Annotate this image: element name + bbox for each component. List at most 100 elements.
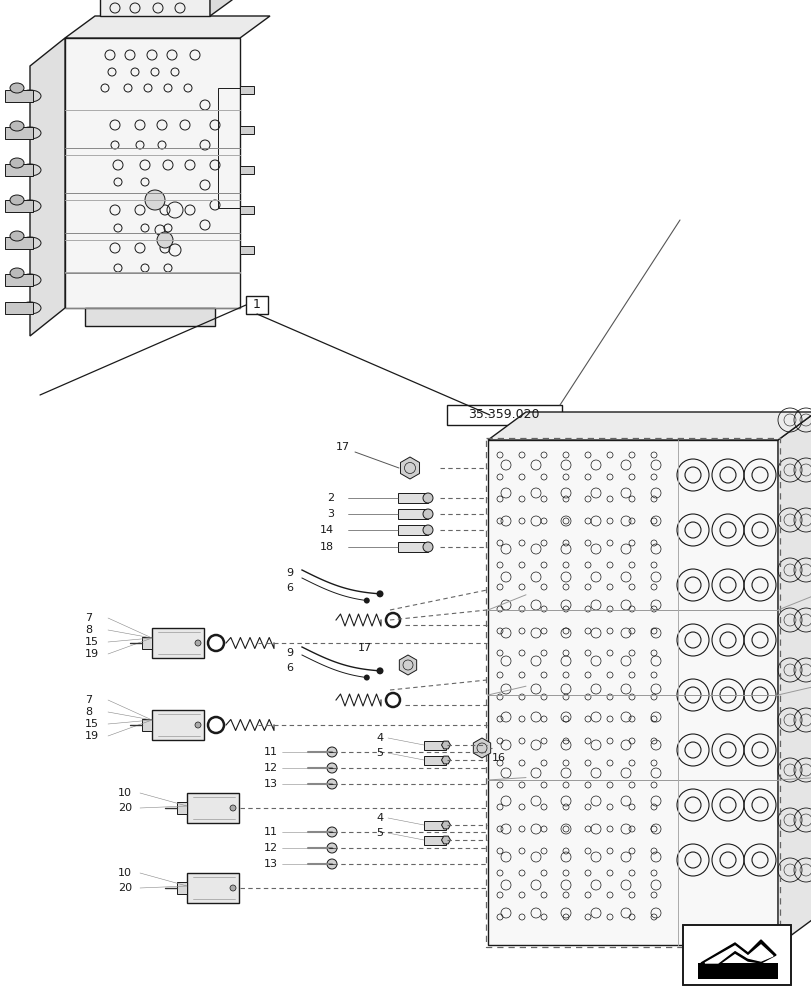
Bar bbox=[65, 38, 240, 308]
Text: 12: 12 bbox=[264, 843, 277, 853]
Text: 13: 13 bbox=[264, 779, 277, 789]
Ellipse shape bbox=[19, 237, 41, 249]
Polygon shape bbox=[473, 738, 490, 758]
Bar bbox=[240, 206, 254, 214]
Bar bbox=[682, 925, 790, 985]
Bar bbox=[142, 719, 152, 731]
Bar bbox=[217, 88, 240, 208]
Polygon shape bbox=[441, 756, 450, 764]
Text: 10: 10 bbox=[118, 788, 132, 798]
Bar bbox=[240, 126, 254, 134]
Text: 35.359.020: 35.359.020 bbox=[468, 408, 539, 422]
Text: 6: 6 bbox=[285, 663, 293, 673]
Ellipse shape bbox=[10, 158, 24, 168]
Text: 9: 9 bbox=[285, 568, 293, 578]
Ellipse shape bbox=[19, 274, 41, 286]
Text: 8: 8 bbox=[85, 707, 92, 717]
Polygon shape bbox=[30, 38, 65, 336]
Text: 10: 10 bbox=[118, 868, 132, 878]
Polygon shape bbox=[441, 741, 450, 749]
Text: 8: 8 bbox=[85, 625, 92, 635]
Text: 18: 18 bbox=[320, 542, 333, 552]
Bar bbox=[5, 90, 33, 102]
Bar bbox=[5, 200, 33, 212]
Bar bbox=[5, 302, 33, 314]
Ellipse shape bbox=[19, 90, 41, 102]
Circle shape bbox=[145, 190, 165, 210]
Text: 4: 4 bbox=[375, 813, 383, 823]
Bar bbox=[240, 246, 254, 254]
Circle shape bbox=[376, 667, 383, 674]
Bar bbox=[423, 756, 445, 764]
Circle shape bbox=[423, 525, 432, 535]
Circle shape bbox=[230, 885, 236, 891]
Bar bbox=[152, 628, 204, 658]
Text: 20: 20 bbox=[118, 883, 132, 893]
Bar bbox=[397, 493, 427, 503]
Bar bbox=[5, 164, 33, 176]
Ellipse shape bbox=[10, 121, 24, 131]
Bar bbox=[423, 836, 445, 844]
Ellipse shape bbox=[10, 268, 24, 278]
Text: 20: 20 bbox=[118, 803, 132, 813]
Bar bbox=[682, 925, 790, 985]
Bar bbox=[423, 820, 445, 830]
Circle shape bbox=[195, 722, 201, 728]
Bar bbox=[5, 127, 33, 139]
Text: 11: 11 bbox=[264, 827, 277, 837]
Text: 7: 7 bbox=[85, 695, 92, 705]
Polygon shape bbox=[700, 940, 775, 965]
Text: 5: 5 bbox=[375, 828, 383, 838]
Bar bbox=[85, 308, 215, 326]
Ellipse shape bbox=[19, 127, 41, 139]
Bar bbox=[697, 963, 777, 979]
Text: 15: 15 bbox=[85, 637, 99, 647]
Bar bbox=[177, 802, 187, 814]
Text: 12: 12 bbox=[264, 763, 277, 773]
Polygon shape bbox=[399, 655, 416, 675]
Circle shape bbox=[230, 805, 236, 811]
Bar bbox=[100, 0, 210, 16]
Ellipse shape bbox=[10, 83, 24, 93]
Bar bbox=[142, 637, 152, 649]
Polygon shape bbox=[704, 945, 772, 963]
Bar bbox=[152, 710, 204, 740]
Circle shape bbox=[327, 827, 337, 837]
Polygon shape bbox=[441, 821, 450, 829]
Text: 11: 11 bbox=[264, 747, 277, 757]
Bar bbox=[246, 296, 268, 314]
Text: 2: 2 bbox=[327, 493, 333, 503]
Ellipse shape bbox=[19, 200, 41, 212]
Text: 13: 13 bbox=[264, 859, 277, 869]
Bar bbox=[397, 509, 427, 519]
Polygon shape bbox=[441, 836, 450, 844]
Ellipse shape bbox=[10, 195, 24, 205]
Text: 9: 9 bbox=[285, 648, 293, 658]
Polygon shape bbox=[400, 457, 419, 479]
Bar bbox=[5, 237, 33, 249]
Bar bbox=[423, 740, 445, 750]
Polygon shape bbox=[65, 16, 270, 38]
Bar bbox=[397, 542, 427, 552]
Polygon shape bbox=[777, 412, 811, 945]
Bar bbox=[486, 438, 779, 947]
Bar bbox=[240, 86, 254, 94]
Circle shape bbox=[195, 640, 201, 646]
Circle shape bbox=[327, 763, 337, 773]
Text: 6: 6 bbox=[285, 583, 293, 593]
Circle shape bbox=[423, 542, 432, 552]
Bar bbox=[187, 873, 238, 903]
Text: 7: 7 bbox=[85, 613, 92, 623]
Text: 5: 5 bbox=[375, 748, 383, 758]
Ellipse shape bbox=[19, 302, 41, 314]
Text: 1: 1 bbox=[253, 298, 260, 312]
Polygon shape bbox=[210, 0, 232, 16]
Ellipse shape bbox=[10, 231, 24, 241]
Bar bbox=[240, 166, 254, 174]
Bar bbox=[397, 525, 427, 535]
Ellipse shape bbox=[19, 164, 41, 176]
Bar bbox=[177, 882, 187, 894]
Polygon shape bbox=[487, 412, 811, 440]
Circle shape bbox=[376, 590, 383, 597]
Circle shape bbox=[363, 675, 369, 681]
